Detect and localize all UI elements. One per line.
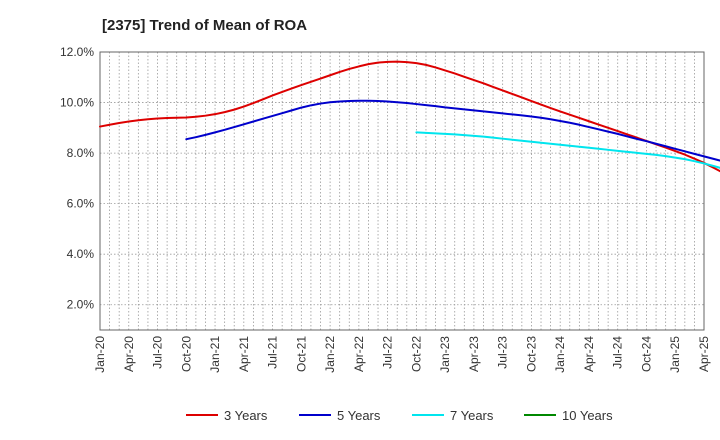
- series-lines: [99, 60, 720, 173]
- x-tick-label: Oct-20: [179, 336, 193, 372]
- y-tick-label: 12.0%: [60, 45, 94, 59]
- y-tick-label: 4.0%: [67, 247, 95, 261]
- chart-title: [2375] Trend of Mean of ROA: [102, 17, 307, 34]
- x-tick-label: Jul-23: [496, 336, 510, 369]
- x-tick-label: Apr-23: [467, 336, 481, 372]
- x-tick-label: Apr-20: [122, 336, 136, 372]
- series-line-7-years: [415, 131, 720, 169]
- legend: 3 Years 5 Years 7 Years 10 Years: [186, 408, 613, 423]
- x-tick-label: Apr-24: [582, 336, 596, 372]
- x-tick-label: Oct-24: [639, 336, 653, 372]
- y-tick-label: 2.0%: [67, 298, 95, 312]
- y-tick-label: 8.0%: [67, 146, 95, 160]
- grid: [100, 51, 704, 330]
- legend-label-10-years: 10 Years: [562, 408, 613, 423]
- x-tick-label: Jan-20: [93, 336, 107, 373]
- x-tick-label: Apr-22: [352, 336, 366, 372]
- x-tick-label: Jan-21: [208, 336, 222, 373]
- x-tick-label: Jan-25: [668, 336, 682, 373]
- series-line-3-years: [99, 60, 720, 173]
- x-tick-label: Jul-22: [381, 336, 395, 369]
- series-line-5-years: [185, 99, 720, 162]
- x-tick-label: Apr-21: [237, 336, 251, 372]
- y-tick-label: 6.0%: [67, 197, 95, 211]
- plot-frame: [99, 51, 705, 331]
- axes: 2.0% 4.0% 6.0% 8.0% 10.0% 12.0% Jan-20 Apr-20 Ju…: [60, 45, 711, 373]
- x-tick-label: Oct-21: [294, 336, 308, 372]
- x-tick-label: Apr-25: [697, 336, 711, 372]
- x-tick-label: Jan-23: [438, 336, 452, 373]
- x-tick-label: Jan-22: [323, 336, 337, 373]
- y-tick-label: 10.0%: [60, 96, 94, 110]
- x-tick-label: Jul-21: [266, 336, 280, 369]
- x-tick-label: Jul-24: [611, 336, 625, 369]
- legend-label-7-years: 7 Years: [450, 408, 494, 423]
- legend-label-5-years: 5 Years: [337, 408, 381, 423]
- legend-label-3-years: 3 Years: [224, 408, 268, 423]
- x-tick-label: Oct-22: [409, 336, 423, 372]
- x-tick-label: Jul-20: [151, 336, 165, 369]
- x-tick-label: Oct-23: [524, 336, 538, 372]
- x-tick-label: Jan-24: [553, 336, 567, 373]
